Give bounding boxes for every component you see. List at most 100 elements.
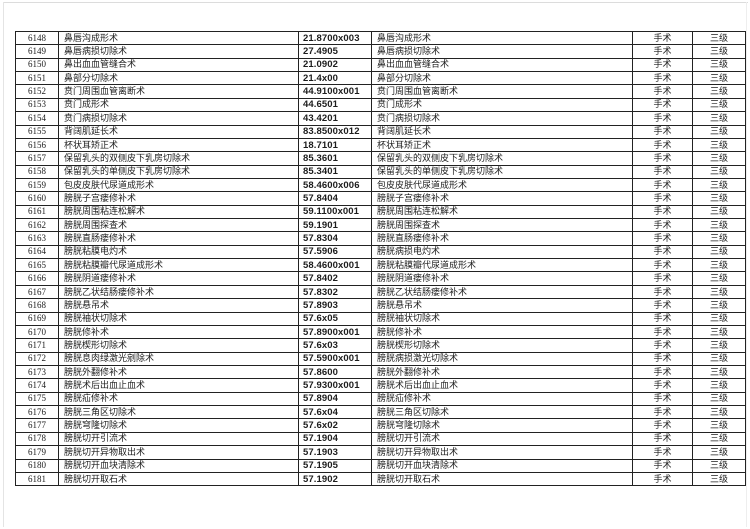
row-seq: 6180 [15, 458, 59, 473]
level-cell: 三级 [692, 298, 746, 313]
procedure-name-2: 膀胱病损激光切除术 [371, 351, 633, 366]
procedure-name: 膀胱楔形切除术 [58, 338, 299, 353]
procedure-code: 57.6x03 [298, 338, 372, 353]
category-cell: 手术 [632, 431, 693, 447]
procedure-name: 膀胱切开血块清除术 [58, 458, 299, 473]
procedure-code: 58.4600x006 [298, 177, 372, 193]
procedure-name: 膀胱切开引流术 [58, 431, 299, 447]
category-cell: 手术 [632, 44, 693, 59]
procedure-name: 贲门病损切除术 [58, 111, 299, 126]
table-row: 6171 膀胱楔形切除术 57.6x03 膀胱楔形切除术 手术 三级 [15, 338, 746, 353]
row-seq: 6148 [15, 30, 59, 46]
table-row: 6164 膀胱粘膜电灼术 57.5906 膀胱病损电灼术 手术 三级 [15, 244, 746, 260]
level-cell: 三级 [692, 218, 746, 233]
procedure-name: 膀胱修补术 [58, 324, 299, 340]
procedure-code: 83.8500x012 [298, 124, 372, 139]
row-seq: 6157 [15, 151, 59, 166]
procedure-name-2: 膀胱穹隆切除术 [371, 418, 633, 433]
level-cell: 三级 [692, 391, 746, 407]
row-seq: 6152 [15, 84, 59, 99]
procedure-code: 21.4x00 [298, 71, 372, 86]
procedure-code: 18.7101 [298, 137, 372, 153]
procedure-code: 57.8904 [298, 391, 372, 407]
procedure-name-2: 膀胱楔形切除术 [371, 338, 633, 353]
procedure-name-2: 贲门病损切除术 [371, 111, 633, 126]
row-seq: 6173 [15, 364, 59, 380]
row-seq: 6153 [15, 97, 59, 113]
table-row: 6175 膀胱疝修补术 57.8904 膀胱疝修补术 手术 三级 [15, 391, 746, 407]
level-cell: 三级 [692, 44, 746, 59]
level-cell: 三级 [692, 231, 746, 246]
category-cell: 手术 [632, 364, 693, 380]
procedure-code: 57.1904 [298, 431, 372, 447]
row-seq: 6176 [15, 405, 59, 420]
level-cell: 三级 [692, 338, 746, 353]
row-seq: 6170 [15, 324, 59, 340]
procedure-name-2: 膀胱乙状结肠瘘修补术 [371, 284, 633, 300]
procedure-name-2: 膀胱周围粘连松解术 [371, 204, 633, 220]
procedure-code: 57.9300x001 [298, 378, 372, 393]
table-row: 6165 膀胱粘膜瓣代尿道成形术 58.4600x001 膀胱粘膜瓣代尿道成形术 手术三… [15, 258, 746, 273]
procedure-name-2: 膀胱切开取石术 [371, 471, 633, 487]
table-row: 6162 膀胱周围探查术 59.1901 膀胱周围探查术 手术 三级 [15, 218, 746, 233]
level-cell: 三级 [692, 57, 746, 73]
row-seq: 6172 [15, 351, 59, 366]
procedure-name: 膀胱三角区切除术 [58, 405, 299, 420]
procedure-name-2: 包皮皮肤代尿道成形术 [371, 177, 633, 193]
level-cell: 三级 [692, 431, 746, 447]
procedure-name-2: 鼻唇病损切除术 [371, 44, 633, 59]
table-row: 6152 贲门周围血管离断术 44.9100x001 贲门周围血管离断术 手术 三级 [15, 84, 746, 99]
category-cell: 手术 [632, 311, 693, 326]
table-row: 6163 膀胱直肠瘘修补术 57.8304 膀胱直肠瘘修补术 手术 三级 [15, 231, 746, 246]
row-seq: 6169 [15, 311, 59, 326]
procedure-name-2: 贲门成形术 [371, 97, 633, 113]
row-seq: 6156 [15, 137, 59, 153]
procedure-code: 85.3601 [298, 151, 372, 166]
procedure-name-2: 膀胱切开血块清除术 [371, 458, 633, 473]
level-cell: 三级 [692, 471, 746, 487]
procedure-name-2: 膀胱粘膜瓣代尿道成形术 [371, 258, 633, 273]
procedure-name: 膀胱穹隆切除术 [58, 418, 299, 433]
category-cell: 手术 [632, 191, 693, 206]
category-cell: 手术 [632, 284, 693, 300]
table-row: 6156 杯状耳矫正术 18.7101 杯状耳矫正术 手术 三级 [15, 137, 746, 153]
procedure-name: 鼻部分切除术 [58, 71, 299, 86]
procedure-code: 57.6x02 [298, 418, 372, 433]
procedure-code: 85.3401 [298, 164, 372, 179]
procedure-code: 57.1902 [298, 471, 372, 487]
table-row: 6176 膀胱三角区切除术 57.6x04 膀胱三角区切除术 手术 三级 [15, 405, 746, 420]
level-cell: 三级 [692, 204, 746, 220]
level-cell: 三级 [692, 364, 746, 380]
level-cell: 三级 [692, 271, 746, 286]
procedure-name: 膀胱切开异物取出术 [58, 445, 299, 460]
procedure-code: 21.8700x003 [298, 30, 372, 46]
table-row: 6157 保留乳头的双侧皮下乳房切除术 85.3601 保留乳头的双侧皮下乳房切除术手… [15, 151, 746, 166]
row-seq: 6163 [15, 231, 59, 246]
table-row: 6153 贲门成形术 44.6501 贲门成形术 手术 三级 [15, 97, 746, 113]
category-cell: 手术 [632, 97, 693, 113]
table-row: 6173 膀胱外翻修补术 57.8600 膀胱外翻修补术 手术 三级 [15, 364, 746, 380]
row-seq: 6174 [15, 378, 59, 393]
level-cell: 三级 [692, 324, 746, 340]
category-cell: 手术 [632, 391, 693, 407]
procedure-name-2: 膀胱疝修补术 [371, 391, 633, 407]
row-seq: 6158 [15, 164, 59, 179]
table-row: 6178 膀胱切开引流术 57.1904 膀胱切开引流术 手术 三级 [15, 431, 746, 447]
page-edge-left [3, 2, 4, 527]
category-cell: 手术 [632, 298, 693, 313]
row-seq: 6159 [15, 177, 59, 193]
category-cell: 手术 [632, 405, 693, 420]
table-row: 6158 保留乳头的单侧皮下乳房切除术 85.3401 保留乳头的单侧皮下乳房切除术手… [15, 164, 746, 179]
procedure-name: 包皮皮肤代尿道成形术 [58, 177, 299, 193]
procedure-name-2: 鼻唇沟成形术 [371, 30, 633, 46]
procedure-code: 57.8903 [298, 298, 372, 313]
procedure-name: 贲门周围血管离断术 [58, 84, 299, 99]
procedure-code: 57.1903 [298, 445, 372, 460]
procedure-name-2: 膀胱袖状切除术 [371, 311, 633, 326]
procedure-name: 保留乳头的双侧皮下乳房切除术 [58, 151, 299, 166]
category-cell: 手术 [632, 111, 693, 126]
procedure-name: 保留乳头的单侧皮下乳房切除术 [58, 164, 299, 179]
procedure-name-2: 膀胱术后出血止血术 [371, 378, 633, 393]
level-cell: 三级 [692, 164, 746, 179]
procedure-name-2: 鼻出血血管缝合术 [371, 57, 633, 73]
